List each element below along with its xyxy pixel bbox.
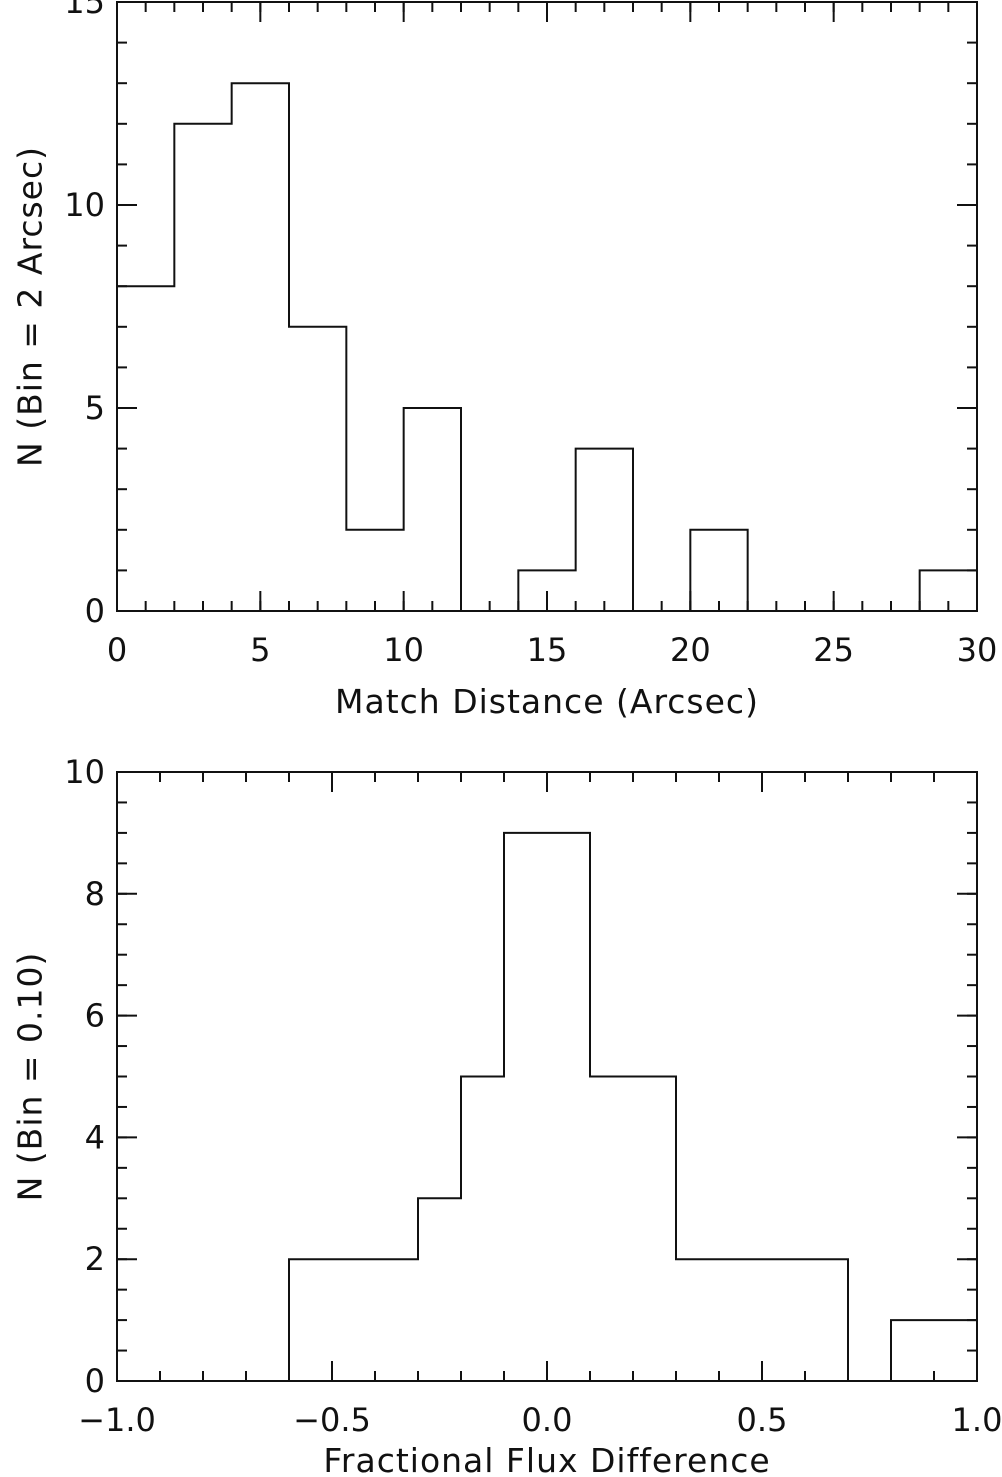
tick-labels: 0 5 10 15 20 25 30 0 5 10 15 [64, 0, 997, 669]
major-ticks [116, 1, 978, 612]
x-tick-label: 0 [107, 631, 127, 669]
x-tick-label: 0.5 [737, 1401, 788, 1439]
histogram-bin [174, 124, 231, 611]
histogram-bin [719, 1259, 762, 1381]
histogram-bin [762, 1259, 805, 1381]
y-tick-label: 10 [64, 753, 105, 791]
histogram-bin [461, 1077, 504, 1382]
x-tick-label: 25 [813, 631, 854, 669]
x-tick-label: 5 [250, 631, 270, 669]
match-distance-histogram-panel: 0 5 10 15 20 25 30 0 5 10 15 Match Distance (Arcse… [11, 0, 998, 721]
y-tick-label: 0 [85, 1362, 105, 1400]
histogram-bin [690, 530, 747, 611]
y-tick-label: 4 [85, 1118, 105, 1156]
histogram-bin [418, 1198, 461, 1381]
histogram-bin [289, 327, 346, 611]
y-tick-label: 8 [85, 875, 105, 913]
histogram-bin [676, 1259, 719, 1381]
minor-ticks [116, 1, 978, 612]
histogram-bin [633, 1077, 676, 1382]
histogram-step-line [117, 831, 977, 1382]
histogram-bin [404, 408, 461, 611]
histogram-bin [232, 83, 289, 611]
histogram-step-line [117, 82, 977, 612]
major-ticks [116, 771, 978, 1382]
x-tick-label: −0.5 [293, 1401, 371, 1439]
y-tick-label: 5 [85, 389, 105, 427]
plot-frame [116, 1, 978, 612]
x-tick-label: 1.0 [952, 1401, 1002, 1439]
y-tick-label: 15 [64, 0, 105, 21]
y-axis-label: N (Bin = 2 Arcsec) [11, 146, 50, 467]
fractional-flux-histogram-panel: −1.0 −0.5 0.0 0.5 1.0 0 2 4 6 8 10 Fractional Flux… [11, 753, 1002, 1477]
histogram-bin [576, 449, 633, 611]
y-tick-label: 2 [85, 1240, 105, 1278]
x-tick-label: 0.0 [522, 1401, 573, 1439]
x-tick-label: 20 [670, 631, 711, 669]
x-tick-label: 15 [527, 631, 568, 669]
histogram-bins [117, 83, 977, 611]
y-tick-label: 0 [85, 592, 105, 630]
x-tick-label: 30 [957, 631, 998, 669]
y-axis-label: N (Bin = 0.10) [11, 952, 50, 1202]
histogram-bin [547, 833, 590, 1381]
x-tick-label: −1.0 [78, 1401, 156, 1439]
y-tick-label: 10 [64, 186, 105, 224]
histogram-bin [504, 833, 547, 1381]
x-axis-label: Match Distance (Arcsec) [335, 682, 759, 721]
histogram-bin [346, 530, 403, 611]
histogram-bins [289, 833, 977, 1381]
tick-labels: −1.0 −0.5 0.0 0.5 1.0 0 2 4 6 8 10 [64, 753, 1002, 1439]
x-axis-label: Fractional Flux Difference [323, 1441, 770, 1477]
histogram-bin [805, 1259, 848, 1381]
histogram-bin [332, 1259, 375, 1381]
x-tick-label: 10 [383, 631, 424, 669]
y-tick-label: 6 [85, 997, 105, 1035]
histogram-bin [891, 1320, 934, 1381]
histogram-bin [590, 1077, 633, 1382]
histogram-bin [375, 1259, 418, 1381]
histogram-bin [289, 1259, 332, 1381]
